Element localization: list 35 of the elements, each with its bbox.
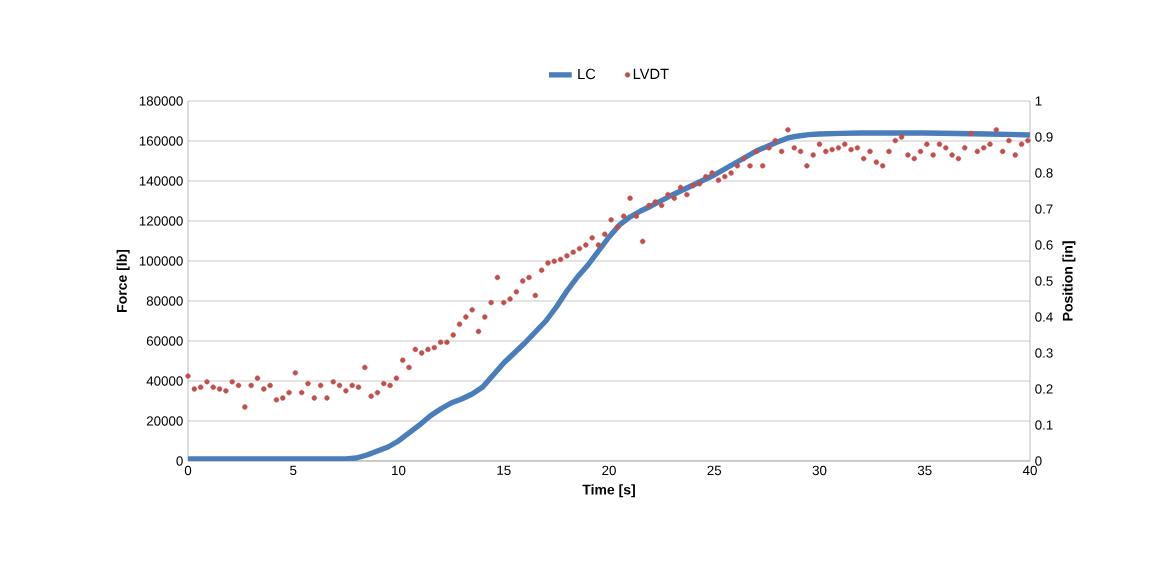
y2-tick-label: 1	[1035, 96, 1042, 106]
y2-tick-label: 0.6	[1035, 240, 1053, 250]
y-tick-label: 100000	[139, 256, 183, 266]
x-tick-label: 15	[497, 465, 511, 475]
y-tick-label: 20000	[146, 416, 183, 426]
x-tick-label: 5	[290, 465, 297, 475]
y-tick-label: 120000	[139, 216, 183, 226]
y2-tick-label: 0.3	[1035, 348, 1053, 358]
x-tick-label: 25	[707, 465, 722, 476]
y-tick-label: 180000	[139, 96, 183, 106]
y2-tick-label: 0	[1035, 456, 1042, 466]
y2-tick-label: 0.9	[1035, 132, 1053, 142]
x-axis-title: Time [s]	[582, 484, 635, 498]
y-tick-label: 60000	[146, 336, 183, 346]
x-tick-label: 40	[1022, 465, 1037, 476]
y2-tick-label: 0.2	[1035, 384, 1053, 394]
legend-label: LC	[578, 68, 596, 80]
x-tick-label: 35	[917, 465, 932, 476]
x-tick-label: 10	[392, 465, 406, 476]
y-axis-title: Force [lb]	[116, 249, 130, 312]
y-tick-label: 160000	[139, 136, 183, 146]
legend-label: LVDT	[633, 68, 669, 79]
y2-tick-label: 0.8	[1035, 168, 1053, 178]
x-tick-label: 30	[812, 465, 827, 476]
y2-tick-label: 0.7	[1035, 204, 1053, 214]
y-tick-label: 80000	[146, 296, 183, 306]
y2-axis-title: Position [in]	[1062, 241, 1076, 321]
y2-tick-label: 0.1	[1035, 420, 1053, 430]
y-tick-label: 40000	[146, 376, 183, 386]
y-tick-label: 0	[176, 456, 183, 466]
y2-tick-label: 0.4	[1035, 312, 1053, 322]
y-tick-label: 140000	[139, 176, 183, 186]
x-tick-label: 0	[184, 465, 192, 476]
x-tick-label: 20	[602, 465, 616, 476]
y2-tick-label: 0.5	[1035, 276, 1053, 286]
